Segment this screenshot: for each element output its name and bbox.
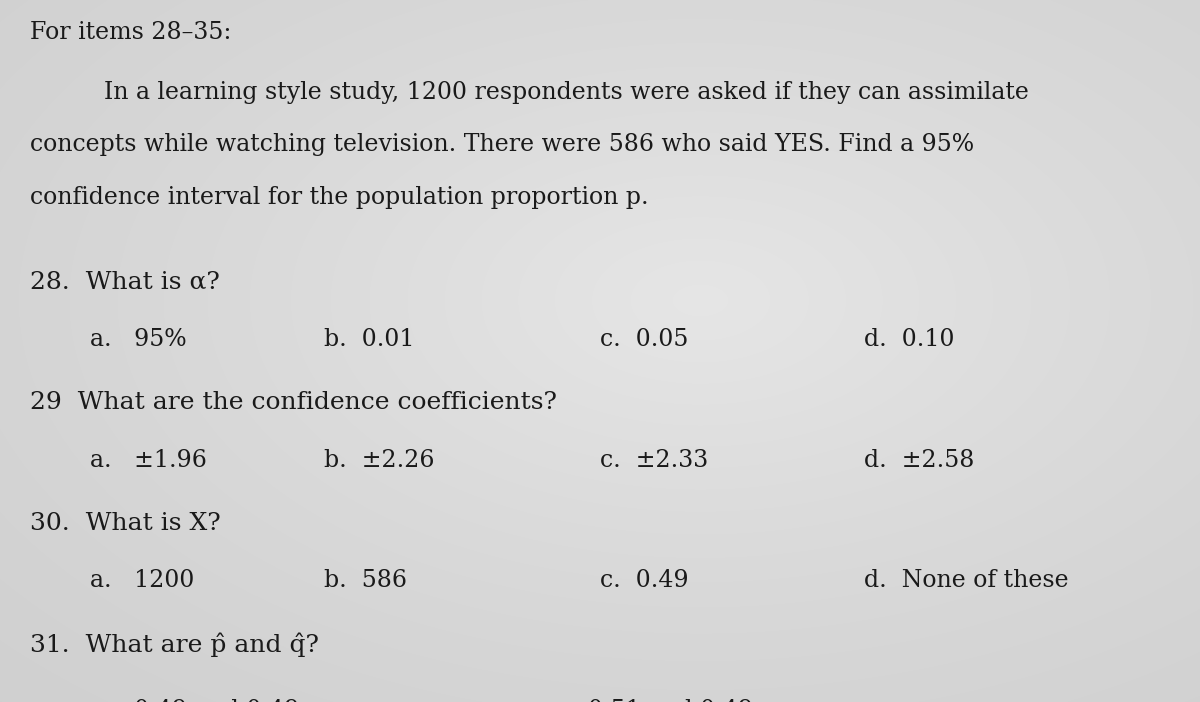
Text: a.   0.49 and 0.49: a. 0.49 and 0.49 [90, 699, 299, 702]
Text: d.  None of these: d. None of these [864, 569, 1069, 592]
Text: 29  What are the confidence coefficients?: 29 What are the confidence coefficients? [30, 391, 557, 414]
Text: c.  ±2.33: c. ±2.33 [600, 449, 708, 472]
Text: b.  586: b. 586 [324, 569, 407, 592]
Text: d.  ±2.58: d. ±2.58 [864, 449, 974, 472]
Text: c.  0.05: c. 0.05 [600, 328, 689, 351]
Text: 30.  What is X?: 30. What is X? [30, 512, 221, 535]
Text: b.  0.01: b. 0.01 [324, 328, 414, 351]
Text: concepts while watching television. There were 586 who said YES. Find a 95%: concepts while watching television. Ther… [30, 133, 974, 157]
Text: 31.  What are p̂ and q̂?: 31. What are p̂ and q̂? [30, 633, 319, 657]
Text: In a learning style study, 1200 respondents were asked if they can assimilate: In a learning style study, 1200 responde… [74, 81, 1030, 104]
Text: d.  0.10: d. 0.10 [864, 328, 954, 351]
Text: 28.  What is α?: 28. What is α? [30, 270, 220, 293]
Text: b.  ±2.26: b. ±2.26 [324, 449, 434, 472]
Text: confidence interval for the population proportion p.: confidence interval for the population p… [30, 186, 649, 209]
Text: c.: c. [516, 699, 536, 702]
Text: a.   1200: a. 1200 [90, 569, 194, 592]
Text: a.   95%: a. 95% [90, 328, 187, 351]
Text: 0.51 and 0.49: 0.51 and 0.49 [588, 699, 754, 702]
Text: c.  0.49: c. 0.49 [600, 569, 689, 592]
Text: a.   ±1.96: a. ±1.96 [90, 449, 206, 472]
Text: For items 28–35:: For items 28–35: [30, 21, 232, 44]
